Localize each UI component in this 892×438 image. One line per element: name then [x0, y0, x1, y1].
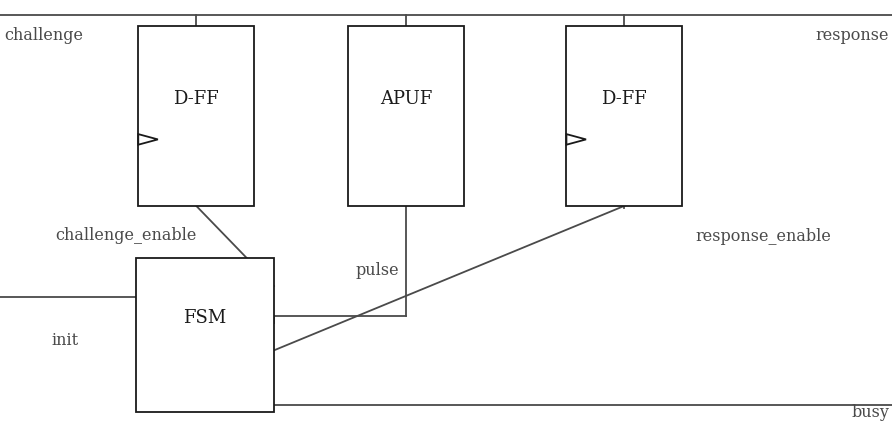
Text: busy: busy: [852, 404, 889, 421]
Text: D-FF: D-FF: [601, 89, 648, 108]
Text: challenge: challenge: [4, 27, 84, 43]
Text: pulse: pulse: [355, 262, 399, 279]
Text: response: response: [816, 27, 889, 43]
Text: response_enable: response_enable: [696, 228, 831, 245]
Bar: [348, 26, 464, 206]
Text: APUF: APUF: [380, 89, 432, 108]
Text: FSM: FSM: [183, 308, 227, 327]
Text: challenge_enable: challenge_enable: [55, 227, 196, 244]
Text: D-FF: D-FF: [173, 89, 219, 108]
Bar: [136, 258, 274, 412]
Bar: [138, 26, 254, 206]
Bar: [566, 26, 682, 206]
Text: init: init: [52, 332, 78, 349]
